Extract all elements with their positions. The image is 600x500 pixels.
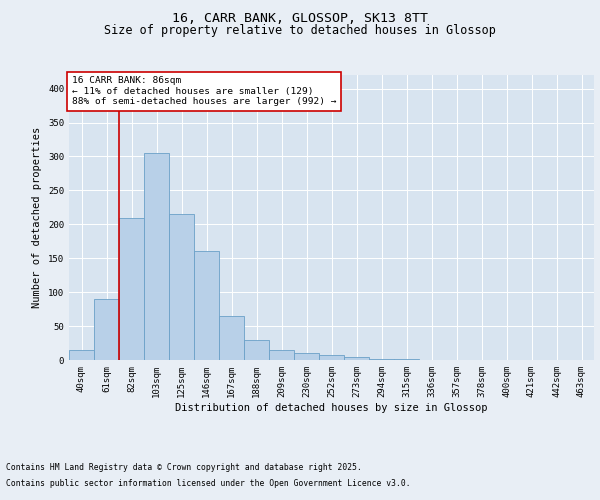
Bar xyxy=(194,252,219,360)
Bar xyxy=(319,355,344,360)
Bar xyxy=(344,356,369,360)
Bar xyxy=(244,340,269,360)
Bar xyxy=(69,350,94,360)
Y-axis label: Number of detached properties: Number of detached properties xyxy=(32,127,43,308)
Bar xyxy=(94,299,119,360)
Bar xyxy=(369,358,394,360)
Bar xyxy=(269,350,294,360)
Text: Contains public sector information licensed under the Open Government Licence v3: Contains public sector information licen… xyxy=(6,478,410,488)
Text: 16 CARR BANK: 86sqm
← 11% of detached houses are smaller (129)
88% of semi-detac: 16 CARR BANK: 86sqm ← 11% of detached ho… xyxy=(71,76,336,106)
Bar xyxy=(294,353,319,360)
Text: Contains HM Land Registry data © Crown copyright and database right 2025.: Contains HM Land Registry data © Crown c… xyxy=(6,464,362,472)
Text: 16, CARR BANK, GLOSSOP, SK13 8TT: 16, CARR BANK, GLOSSOP, SK13 8TT xyxy=(172,12,428,26)
Bar xyxy=(219,316,244,360)
Bar xyxy=(119,218,144,360)
X-axis label: Distribution of detached houses by size in Glossop: Distribution of detached houses by size … xyxy=(175,402,488,412)
Bar xyxy=(169,214,194,360)
Bar xyxy=(144,153,169,360)
Text: Size of property relative to detached houses in Glossop: Size of property relative to detached ho… xyxy=(104,24,496,37)
